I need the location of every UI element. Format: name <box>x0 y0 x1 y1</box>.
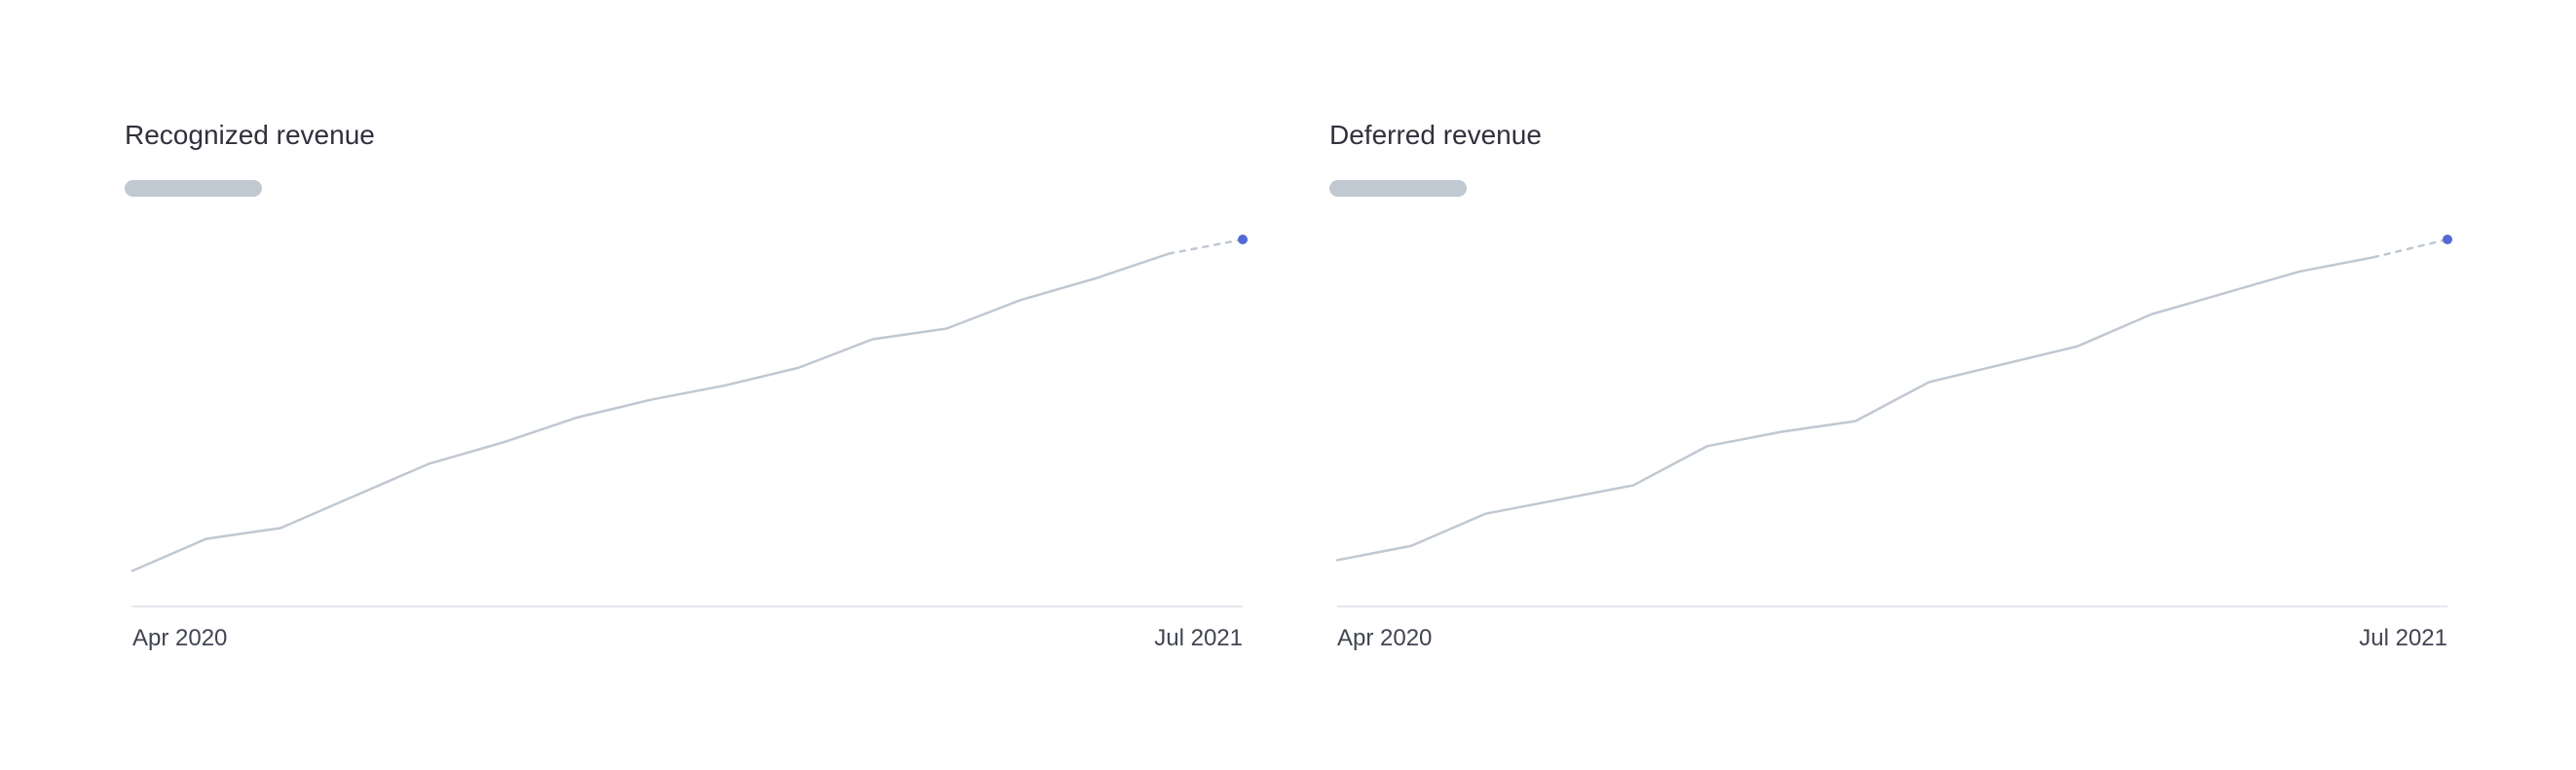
deferred-revenue-card: Deferred revenue Apr 2020 Jul 2021 <box>1329 115 2452 660</box>
latest-data-point[interactable] <box>2443 235 2452 244</box>
series-line <box>1335 256 2375 562</box>
chart-title: Recognized revenue <box>125 120 375 150</box>
recognized-revenue-card: Recognized revenue Apr 2020 Jul 2021 <box>125 115 1248 660</box>
x-tick-label-start: Apr 2020 <box>1337 625 1432 651</box>
chart-title: Deferred revenue <box>1329 120 1542 150</box>
value-loading-placeholder <box>1329 180 1467 197</box>
recognized-revenue-chart[interactable]: Apr 2020 Jul 2021 <box>125 115 1248 660</box>
projected-line <box>1167 238 1245 255</box>
x-tick-label-end: Jul 2021 <box>1154 625 1243 651</box>
x-tick-label-end: Jul 2021 <box>2359 625 2447 651</box>
series-line <box>131 252 1171 572</box>
deferred-revenue-chart[interactable]: Apr 2020 Jul 2021 <box>1329 115 2452 660</box>
projected-line <box>2371 238 2449 259</box>
x-tick-label-start: Apr 2020 <box>132 625 227 651</box>
value-loading-placeholder <box>125 180 262 197</box>
latest-data-point[interactable] <box>1238 235 1248 244</box>
